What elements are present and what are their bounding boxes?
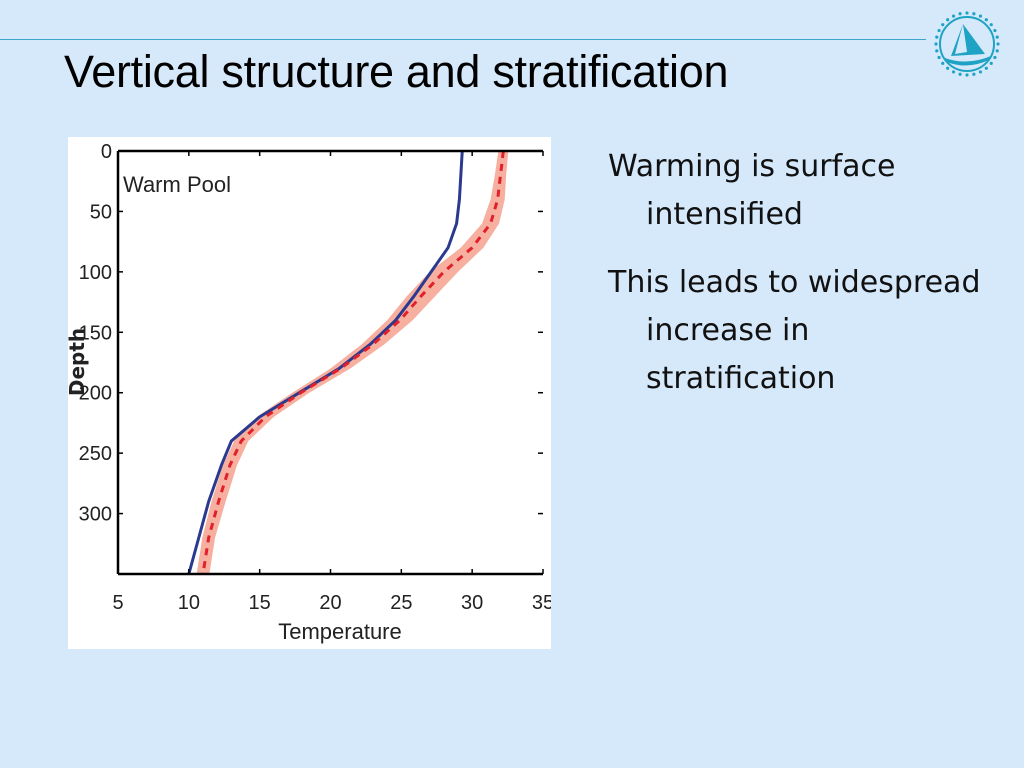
slide-title: Vertical structure and stratification [64,46,729,97]
ship-in-circle-logo-icon [934,11,1000,77]
x-tick-label: 5 [112,592,123,614]
x-tick-label: 10 [178,592,200,614]
temperature-depth-chart: 5 10 15 20 25 30 35 0 50 100 150 200 250 300 Warm Poo… [68,141,551,644]
x-tick-label: 20 [319,592,341,614]
bullet-item: This leads to widespread increase in str… [608,265,981,396]
x-tick-label: 30 [461,592,483,614]
projected-profile-line [201,150,505,575]
y-tick-label: 200 [79,383,112,405]
y-axis-label: Depth [68,328,89,396]
x-tick-label: 35 [532,592,551,614]
header-rule [0,39,926,40]
x-tick-label: 15 [249,592,271,614]
chart-annotation: Warm Pool [123,172,231,197]
chart-panel: 5 10 15 20 25 30 35 0 50 100 150 200 250 300 Warm Poo… [68,137,551,649]
y-tick-label: 100 [79,262,112,284]
uncertainty-band [196,151,509,574]
x-tick-label: 25 [390,592,412,614]
x-axis-label: Temperature [278,619,402,644]
y-tick-label: 250 [79,443,112,465]
y-tick-label: 300 [79,504,112,526]
bullet-list: Warming is surface intensified This lead… [608,143,1008,423]
y-tick-label: 50 [90,201,112,223]
y-tick-label: 0 [101,141,112,163]
bullet-item: Warming is surface intensified [608,149,896,232]
y-tick-label: 150 [79,322,112,344]
observed-profile-line [187,150,464,575]
